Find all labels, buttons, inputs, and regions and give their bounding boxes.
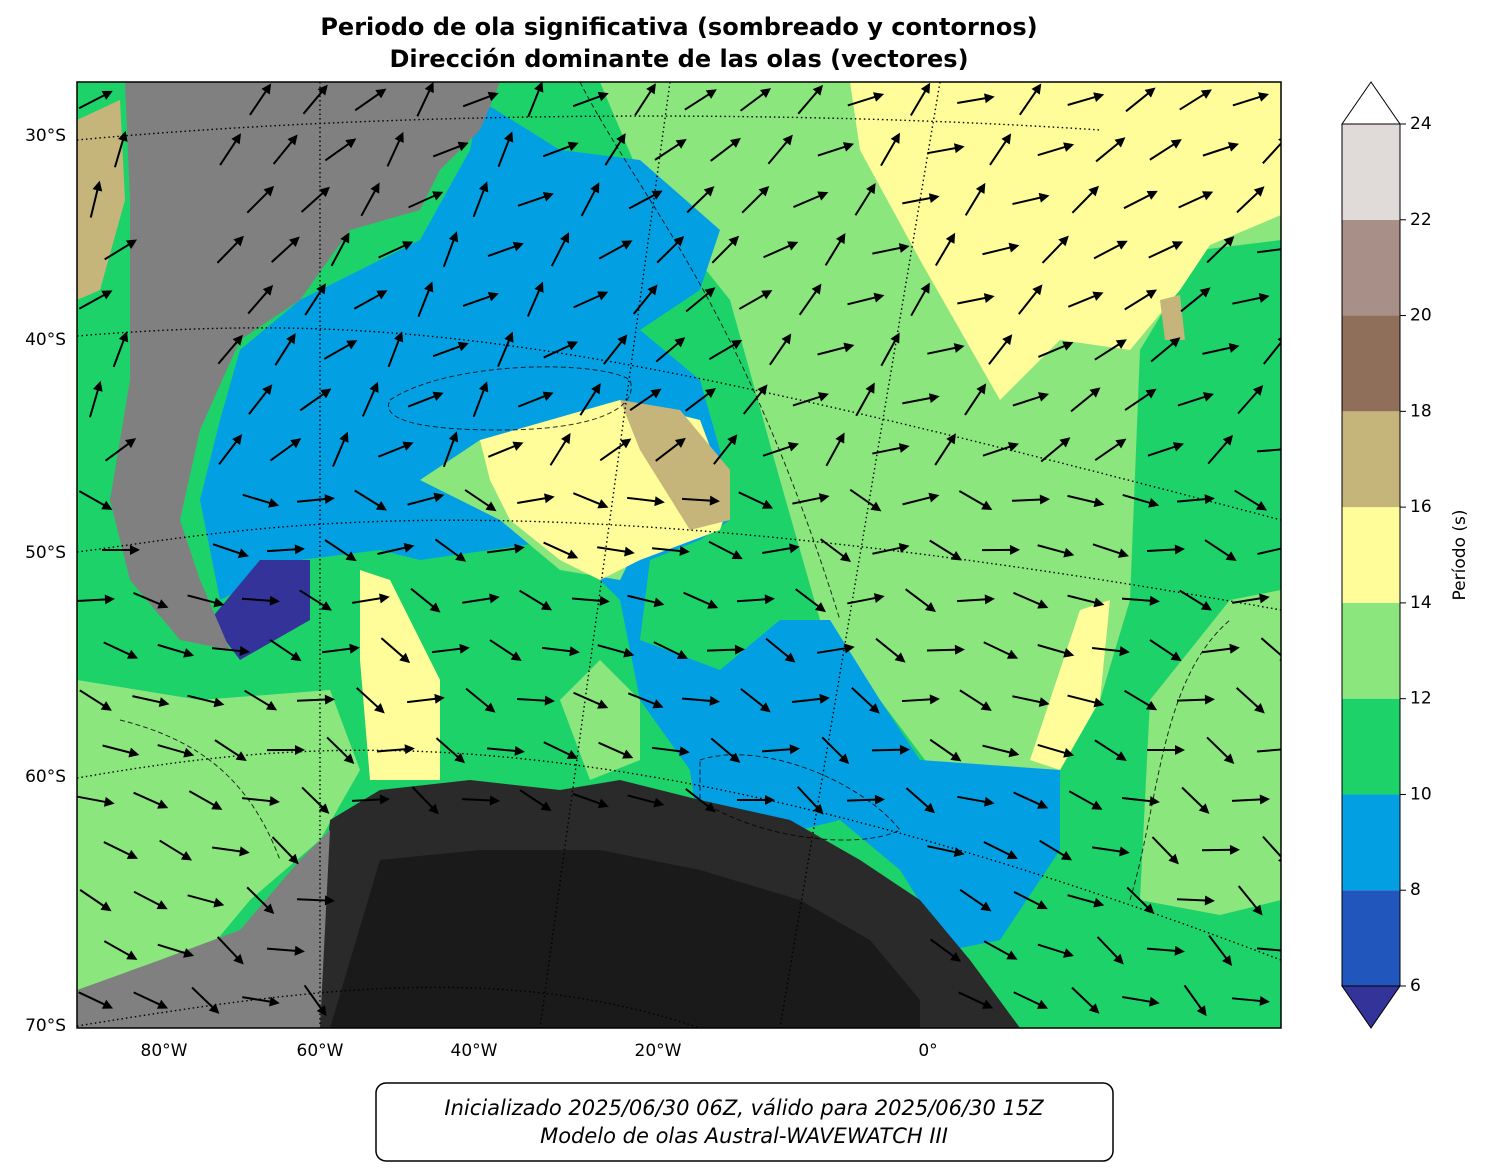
vector-shaft xyxy=(927,650,959,651)
vector-shaft xyxy=(707,650,739,651)
title-line-2: Dirección dominante de las olas (vectore… xyxy=(389,45,968,73)
colorbar-tick-label: 16 xyxy=(1410,497,1432,517)
footer-box xyxy=(376,1083,1113,1161)
vector-head xyxy=(1284,242,1295,253)
vector-shaft xyxy=(297,899,329,900)
colorbar-band xyxy=(1342,316,1400,412)
vector-head xyxy=(1284,541,1296,553)
vector-head xyxy=(1285,443,1296,454)
lon-label: 40°W xyxy=(451,1041,498,1061)
footer-line-2: Modelo de olas Austral-WAVEWATCH III xyxy=(540,1124,948,1148)
vector-shaft xyxy=(1177,699,1209,700)
lat-label: 30°S xyxy=(25,126,66,146)
colorbar-band xyxy=(1342,507,1400,603)
colorbar-band xyxy=(1342,890,1400,986)
map-field xyxy=(76,80,1295,1028)
colorbar: 6 8 10 12 14 16 18 20 22 24 xyxy=(1342,82,1432,1028)
lon-label: 0° xyxy=(918,1041,937,1061)
footer-line-1: Inicializado 2025/06/30 06Z, válido para… xyxy=(444,1096,1044,1120)
colorbar-tick-label: 22 xyxy=(1410,210,1432,230)
colorbar-label: Período (s) xyxy=(1450,510,1470,601)
colorbar-tick-label: 12 xyxy=(1410,689,1432,709)
lat-label: 40°S xyxy=(25,330,66,350)
title-line-1: Periodo de ola significativa (sombreado … xyxy=(320,13,1037,41)
colorbar-tick-label: 6 xyxy=(1410,976,1421,996)
colorbar-band xyxy=(1342,699,1400,795)
colorbar-band xyxy=(1342,603,1400,699)
colorbar-band xyxy=(1342,124,1400,220)
colorbar-under xyxy=(1342,986,1400,1028)
colorbar-tick-label: 20 xyxy=(1410,306,1432,326)
colorbar-tick-label: 8 xyxy=(1410,880,1421,900)
vector-head xyxy=(1285,743,1296,754)
lon-label: 20°W xyxy=(635,1041,682,1061)
colorbar-band xyxy=(1342,411,1400,507)
lon-label: 80°W xyxy=(141,1041,188,1061)
colorbar-over xyxy=(1342,82,1400,124)
colorbar-tick-label: 10 xyxy=(1410,784,1432,804)
vector-shaft xyxy=(297,699,329,700)
lon-label: 60°W xyxy=(297,1041,344,1061)
colorbar-tick-label: 14 xyxy=(1410,593,1432,613)
lat-label: 50°S xyxy=(25,543,66,563)
vector-shaft xyxy=(847,800,879,801)
vector-shaft xyxy=(872,750,904,751)
colorbar-band xyxy=(1342,794,1400,890)
vector-head xyxy=(1285,946,1296,957)
colorbar-tick-label: 18 xyxy=(1410,401,1432,421)
colorbar-band xyxy=(1342,220,1400,316)
lat-label: 60°S xyxy=(25,767,66,787)
lat-label: 70°S xyxy=(25,1016,66,1036)
colorbar-tick-label: 24 xyxy=(1410,114,1432,134)
